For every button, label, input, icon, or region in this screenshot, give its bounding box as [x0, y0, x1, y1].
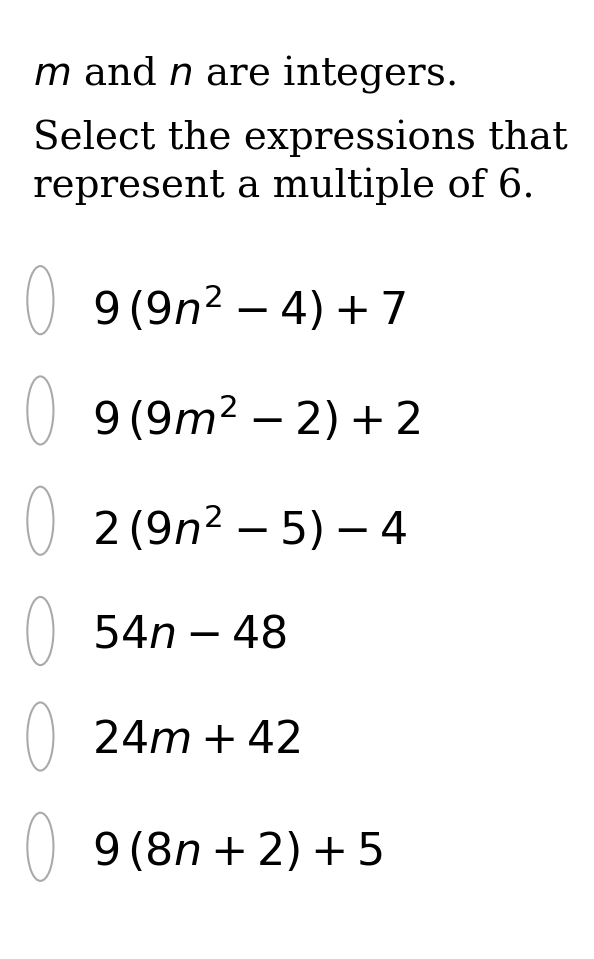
- Text: $2\,(9n^2 - 5) - 4$: $2\,(9n^2 - 5) - 4$: [92, 503, 407, 554]
- Text: Select the expressions that: Select the expressions that: [33, 120, 567, 157]
- Text: represent a multiple of 6.: represent a multiple of 6.: [33, 168, 534, 205]
- Text: $54n - 48$: $54n - 48$: [92, 614, 287, 657]
- Text: $m$ and $n$ are integers.: $m$ and $n$ are integers.: [33, 53, 456, 95]
- Text: $9\,(8n + 2) + 5$: $9\,(8n + 2) + 5$: [92, 830, 383, 874]
- Text: $9\,(9n^2 - 4) + 7$: $9\,(9n^2 - 4) + 7$: [92, 283, 406, 334]
- Text: $9\,(9m^2 - 2) + 2$: $9\,(9m^2 - 2) + 2$: [92, 393, 421, 444]
- Text: $24m + 42$: $24m + 42$: [92, 719, 301, 762]
